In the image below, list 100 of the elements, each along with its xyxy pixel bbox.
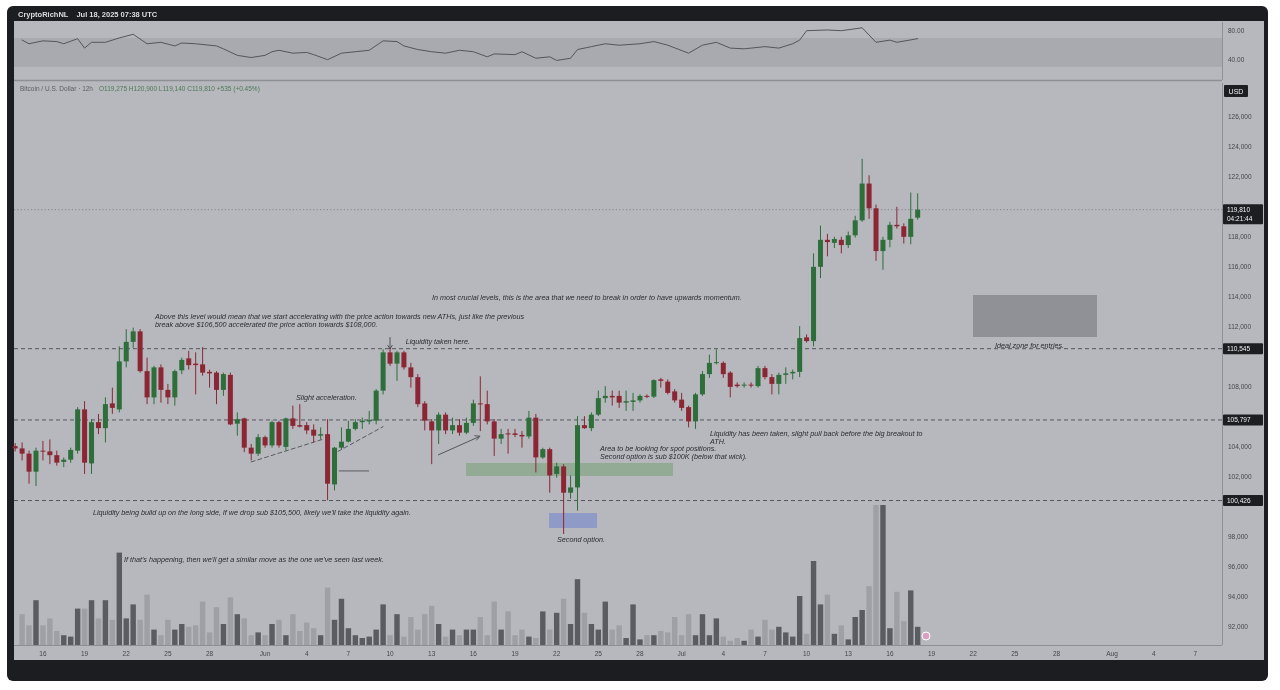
bar (602, 601, 608, 645)
bar (706, 635, 713, 645)
candlestick (387, 347, 393, 367)
candlestick (95, 413, 101, 435)
candlestick (276, 420, 282, 449)
candlestick (630, 392, 636, 412)
bar (276, 619, 282, 645)
bar (255, 632, 261, 645)
candlestick (269, 420, 275, 449)
bar (283, 635, 289, 645)
candlestick (484, 390, 490, 425)
bar (220, 624, 227, 645)
bar (748, 629, 754, 645)
bar (713, 618, 720, 645)
bar (908, 590, 914, 645)
bar (359, 638, 365, 645)
bar (227, 597, 234, 645)
candlestick (727, 370, 733, 398)
bar (553, 612, 560, 645)
bar (199, 601, 206, 645)
bar (61, 635, 67, 645)
candlestick (26, 450, 32, 485)
candlestick (255, 433, 261, 457)
candlestick (213, 370, 219, 405)
bar (678, 635, 685, 645)
candlestick (123, 328, 129, 368)
bar (269, 624, 275, 645)
candlestick (651, 378, 657, 399)
candlestick (901, 222, 907, 245)
candlestick (470, 399, 476, 427)
candlestick (769, 373, 775, 395)
candlestick (436, 411, 442, 445)
candlestick (644, 393, 650, 399)
bar (644, 635, 650, 645)
candlestick (40, 440, 46, 461)
candlestick (908, 192, 914, 245)
bar (595, 629, 602, 645)
candlestick (47, 438, 53, 465)
bar (567, 624, 574, 645)
candlestick (429, 418, 435, 465)
bar (574, 579, 581, 645)
candlestick (200, 346, 206, 377)
candlestick (109, 387, 115, 415)
candlestick (491, 418, 497, 457)
bar (699, 614, 706, 645)
bar (192, 625, 199, 645)
candlestick (505, 428, 511, 455)
bar (74, 608, 81, 645)
candlestick (130, 327, 136, 349)
bar (324, 587, 331, 645)
bar (588, 624, 595, 645)
candlestick (824, 233, 830, 257)
bar (651, 635, 657, 645)
bar (81, 608, 88, 645)
bar (838, 625, 845, 645)
candlestick (852, 215, 858, 239)
candlestick (234, 411, 240, 437)
candlestick (686, 405, 692, 428)
bar (102, 600, 109, 645)
candlestick (588, 411, 594, 432)
bar (262, 635, 268, 645)
bar (810, 561, 817, 645)
candlestick (706, 354, 712, 379)
bar (394, 614, 400, 645)
bar (692, 635, 699, 645)
bar (463, 629, 470, 645)
candlestick (477, 375, 483, 432)
candlestick (443, 411, 449, 435)
bar (338, 598, 345, 645)
bar (449, 629, 456, 645)
bar (186, 626, 192, 645)
bar (213, 607, 220, 645)
candlestick (401, 350, 407, 371)
candlestick (776, 372, 782, 395)
bar (352, 635, 359, 645)
candlestick (338, 426, 344, 450)
bar (831, 633, 838, 645)
candlestick (512, 428, 518, 438)
candlestick (186, 350, 192, 371)
candlestick (748, 381, 754, 389)
bar (470, 629, 477, 645)
candlestick (699, 370, 705, 397)
candlestick (33, 447, 39, 487)
bar (33, 600, 39, 645)
bar (560, 598, 567, 645)
bar (331, 619, 338, 645)
bar (345, 628, 352, 645)
bar (429, 605, 435, 645)
candlestick (880, 236, 886, 271)
candlestick (19, 441, 25, 461)
candlestick (741, 381, 747, 389)
bar (95, 618, 102, 645)
bar (803, 633, 810, 645)
candlestick (311, 423, 317, 443)
bar (206, 632, 213, 645)
candlestick (526, 410, 532, 440)
bar (755, 636, 761, 645)
bar (498, 629, 504, 645)
bar (671, 617, 678, 645)
bar (88, 600, 95, 645)
